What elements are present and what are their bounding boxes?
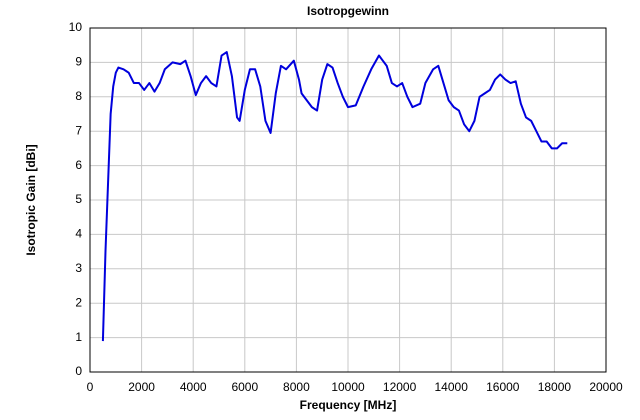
x-tick-label: 8000 (283, 380, 310, 394)
x-tick-label: 16000 (486, 380, 520, 394)
y-tick-label: 1 (75, 330, 82, 344)
x-tick-label: 14000 (435, 380, 469, 394)
x-tick-label: 20000 (589, 380, 623, 394)
data-line (101, 51, 568, 342)
x-tick-label: 2000 (128, 380, 155, 394)
y-axis-label: Isotropic Gain [dBi] (24, 144, 38, 255)
y-tick-label: 10 (69, 20, 83, 34)
y-tick-label: 2 (75, 295, 82, 309)
x-tick-label: 0 (87, 380, 94, 394)
x-tick-label: 4000 (180, 380, 207, 394)
y-tick-label: 8 (75, 89, 82, 103)
x-tick-label: 12000 (383, 380, 417, 394)
y-tick-label: 4 (75, 227, 82, 241)
x-tick-label: 10000 (331, 380, 365, 394)
y-tick-label: 0 (75, 364, 82, 378)
y-tick-label: 3 (75, 261, 82, 275)
y-tick-label: 9 (75, 55, 82, 69)
y-tick-label: 5 (75, 192, 82, 206)
x-axis-label: Frequency [MHz] (300, 398, 397, 412)
plot-frame (89, 27, 607, 373)
x-tick-label: 18000 (538, 380, 572, 394)
x-tick-label: 6000 (231, 380, 258, 394)
y-tick-label: 7 (75, 123, 82, 137)
y-tick-label: 6 (75, 158, 82, 172)
chart-title: Isotropgewinn (307, 4, 389, 18)
